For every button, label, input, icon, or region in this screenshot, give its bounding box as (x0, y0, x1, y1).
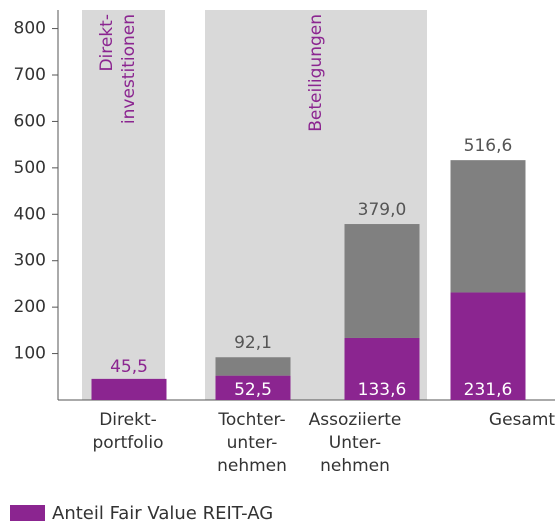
total-label: 516,6 (464, 136, 513, 156)
y-tick-label: 700 (14, 65, 46, 85)
x-tick-label: nehmen (320, 456, 390, 476)
value-label: 45,5 (110, 357, 148, 377)
x-tick-label: nehmen (217, 456, 287, 476)
x-tick-label: unter- (227, 433, 278, 453)
x-tick-label: Direkt- (99, 410, 157, 430)
bar-segment (450, 160, 526, 293)
bar-segment (450, 292, 526, 400)
x-tick-label: portfolio (92, 433, 163, 453)
y-tick-label: 100 (14, 344, 46, 364)
group-band (82, 10, 165, 400)
y-tick-label: 300 (14, 251, 46, 271)
value-label: 231,6 (464, 380, 513, 400)
bar-segment (215, 357, 291, 376)
bar-segment (344, 224, 420, 338)
bar-segment (215, 375, 291, 400)
value-label: 52,5 (234, 380, 272, 400)
y-tick-label: 200 (14, 297, 46, 317)
y-tick-label: 800 (14, 19, 46, 39)
y-tick-label: 400 (14, 204, 46, 224)
legend-swatch (10, 505, 45, 521)
legend-label: Anteil Fair Value REIT-AG (52, 503, 273, 524)
y-tick-label: 500 (14, 158, 46, 178)
group-label: Beteiligungen (306, 14, 326, 132)
x-tick-label: Gesamt (489, 410, 555, 430)
total-label: 379,0 (358, 200, 407, 220)
group-label: Direkt- (97, 14, 117, 72)
x-tick-label: Unter- (329, 433, 381, 453)
x-tick-label: Tochter- (217, 410, 285, 430)
x-tick-label: Assoziierte (309, 410, 402, 430)
y-tick-label: 600 (14, 111, 46, 131)
group-label: investitionen (119, 14, 139, 124)
total-label: 92,1 (234, 333, 272, 353)
value-label: 133,6 (358, 380, 407, 400)
bar-segment (344, 337, 420, 400)
bar-segment (91, 378, 167, 400)
